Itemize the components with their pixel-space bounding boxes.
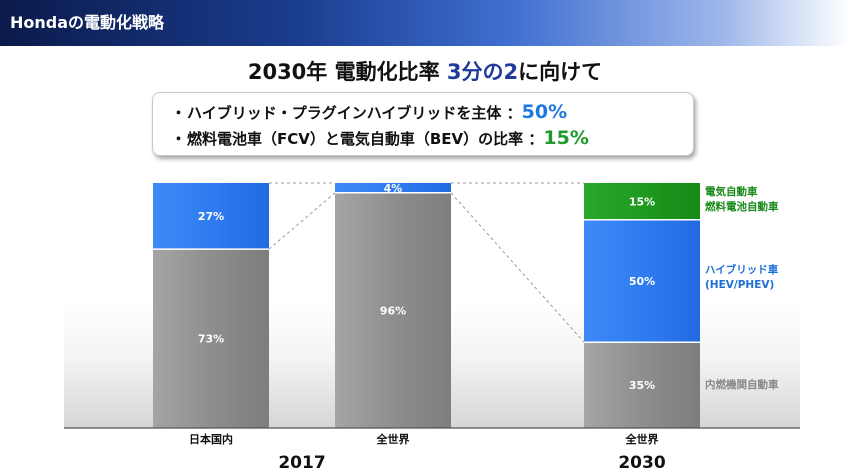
bar-segment <box>153 249 269 428</box>
legend-label: 電気自動車 <box>705 185 758 198</box>
x-tick-label: 全世界 <box>625 432 659 446</box>
data-label: 96% <box>380 304 406 317</box>
headline-prefix: 2030年 電動化比率 <box>247 60 447 84</box>
group-label: 2017 <box>278 453 325 473</box>
legend-label: 燃料電池自動車 <box>705 200 779 213</box>
legend-label: ハイブリッド車 <box>705 263 779 276</box>
info-line-electric: ・燃料電池車（FCV）と電気自動車（BEV）の比率 ：15% <box>171 127 589 149</box>
bar-segment <box>153 183 269 250</box>
headline-suffix: に向けて <box>518 60 603 84</box>
group-label: 2030 <box>618 453 665 473</box>
info-box: ・ハイブリッド・プラグインハイブリッドを主体 ：50% ・燃料電池車（FCV）と… <box>152 92 694 156</box>
info-text-electric: 燃料電池車（FCV）と電気自動車（BEV）の比率 ： <box>187 130 544 148</box>
bullet: ・ <box>171 104 187 122</box>
info-line-hybrid: ・ハイブリッド・プラグインハイブリッドを主体 ：50% <box>171 101 567 123</box>
info-value-hybrid: 50% <box>521 101 568 123</box>
bullet: ・ <box>171 130 187 148</box>
bar-segment <box>584 183 700 220</box>
data-label: 73% <box>198 333 224 346</box>
legend-label: (HEV/PHEV) <box>705 279 774 291</box>
bar-segment <box>584 219 700 343</box>
bar-segment <box>584 342 700 428</box>
headline: 2030年 電動化比率 3分の2に向けて <box>0 56 850 86</box>
data-label: 15% <box>629 195 655 208</box>
headline-highlight: 3分の2 <box>446 60 519 84</box>
x-tick-label: 全世界 <box>376 432 410 446</box>
data-label: 50% <box>629 275 655 288</box>
x-tick-label: 日本国内 <box>189 432 233 446</box>
connector-line <box>268 192 336 250</box>
data-label: 35% <box>629 379 655 392</box>
data-label: 4% <box>384 182 403 195</box>
banner-title: Hondaの電動化戦略 <box>10 13 165 32</box>
bar-segment <box>335 192 451 428</box>
info-value-electric: 15% <box>543 127 589 149</box>
bar-segment <box>335 183 451 193</box>
legend-label: 内燃機関自動車 <box>705 378 779 391</box>
data-label: 27% <box>198 210 224 223</box>
title-banner: Hondaの電動化戦略 <box>0 0 850 46</box>
info-text-hybrid: ハイブリッド・プラグインハイブリッドを主体 ： <box>187 104 522 122</box>
